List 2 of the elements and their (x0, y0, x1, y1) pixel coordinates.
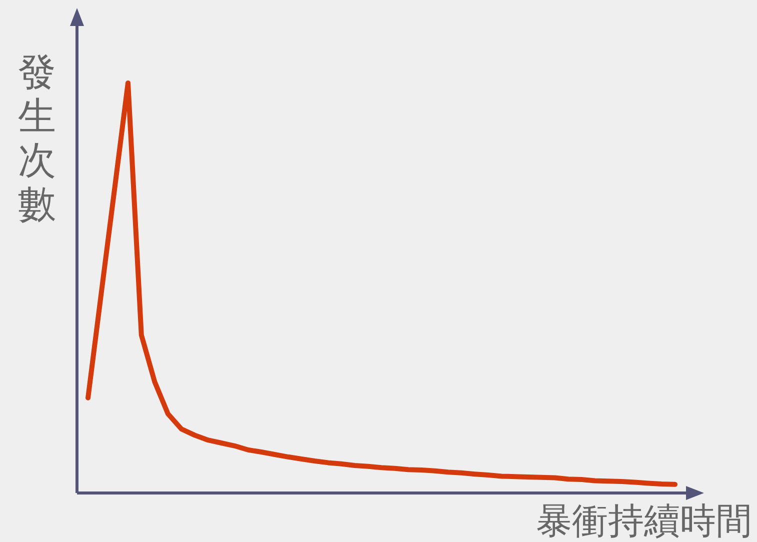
xlabel: 暴衝持續時間 (536, 501, 752, 542)
ylabel: 發生次數 (18, 50, 56, 226)
